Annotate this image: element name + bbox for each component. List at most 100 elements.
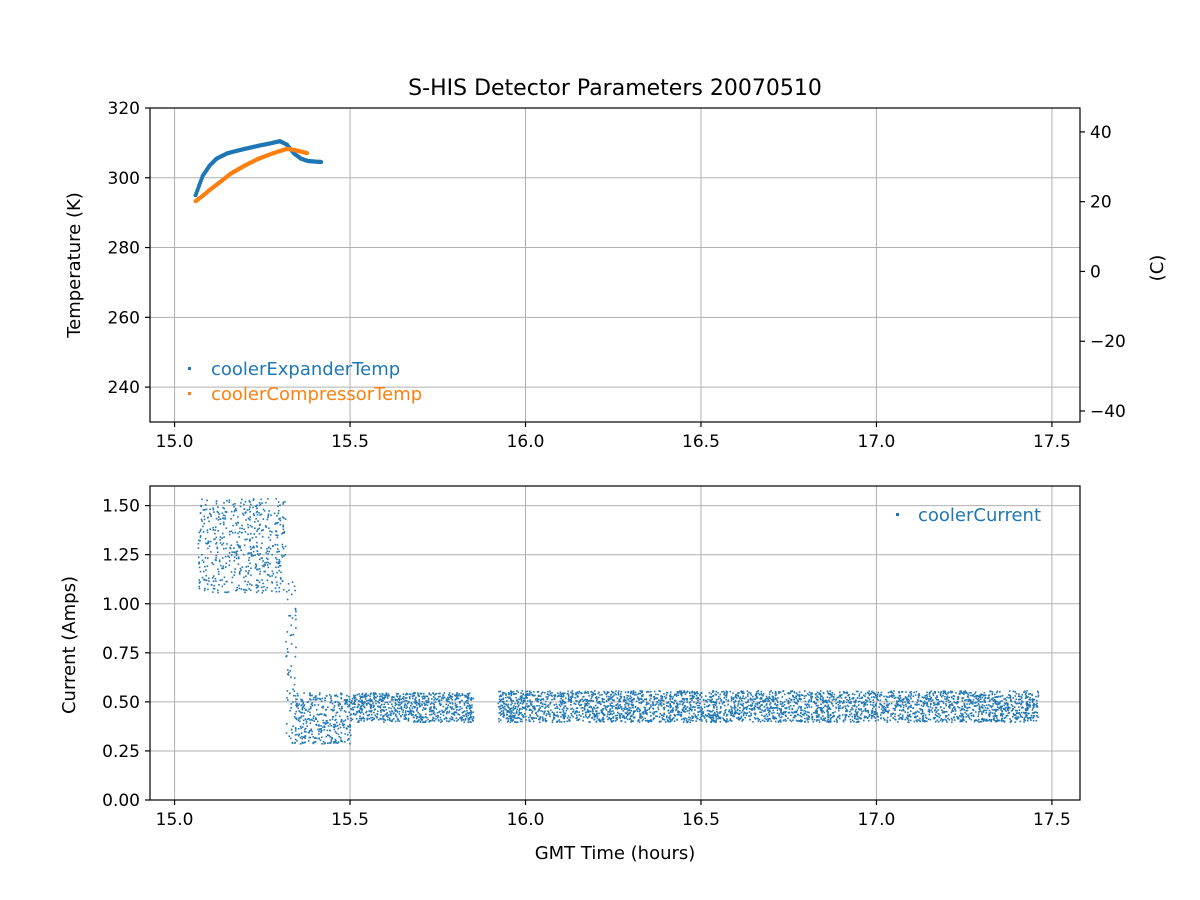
data-point	[816, 695, 818, 697]
data-point	[467, 714, 470, 717]
data-point	[771, 700, 774, 702]
data-point	[944, 695, 946, 698]
y-tick-label: 300	[108, 169, 140, 189]
data-point	[881, 706, 884, 708]
data-point	[1025, 701, 1028, 704]
data-point	[740, 690, 742, 693]
data-point	[220, 564, 222, 567]
data-point	[199, 535, 202, 537]
data-point	[676, 691, 679, 693]
data-point	[417, 692, 419, 694]
data-point	[912, 712, 914, 715]
data-point	[795, 719, 798, 722]
data-point	[695, 720, 697, 722]
x-tick-label: 15.0	[156, 432, 194, 452]
data-point	[258, 527, 260, 530]
data-point	[256, 568, 258, 571]
data-point	[309, 736, 312, 739]
data-point	[407, 701, 410, 704]
data-point	[697, 711, 700, 713]
data-point	[470, 706, 472, 709]
data-point	[418, 713, 421, 715]
data-point	[1029, 717, 1032, 720]
data-point	[715, 701, 717, 703]
data-point	[446, 717, 448, 720]
data-point	[740, 716, 743, 719]
data-point	[765, 713, 768, 716]
data-point	[454, 694, 456, 697]
data-point	[367, 702, 370, 704]
data-point	[350, 717, 352, 720]
data-point	[618, 704, 620, 707]
data-point	[229, 546, 231, 549]
data-point	[467, 719, 470, 721]
data-point	[436, 711, 439, 714]
data-point	[629, 712, 631, 714]
data-point	[705, 695, 707, 697]
data-point	[582, 696, 584, 698]
data-point	[885, 699, 888, 701]
data-point	[711, 716, 714, 719]
data-point	[945, 715, 947, 717]
data-point	[630, 696, 633, 699]
data-point	[224, 510, 227, 513]
data-point	[1012, 715, 1014, 718]
data-point	[432, 717, 435, 720]
data-point	[637, 719, 640, 721]
data-point	[346, 715, 349, 718]
data-point	[216, 547, 219, 550]
data-point	[432, 712, 435, 715]
data-point	[432, 696, 435, 698]
data-point	[288, 614, 290, 617]
data-point	[458, 709, 460, 711]
data-point	[954, 708, 957, 710]
data-point	[290, 703, 293, 705]
data-point	[437, 696, 440, 698]
data-point	[745, 708, 748, 711]
data-point	[976, 704, 978, 707]
data-point	[741, 710, 744, 712]
data-point	[384, 701, 387, 704]
data-point	[241, 498, 243, 501]
data-point	[910, 716, 912, 718]
data-point	[946, 698, 948, 701]
data-point	[645, 710, 647, 712]
data-point	[637, 697, 639, 700]
data-point	[827, 708, 830, 710]
data-point	[538, 698, 540, 701]
data-point	[691, 697, 693, 700]
data-point	[976, 694, 979, 697]
data-point	[892, 707, 895, 710]
data-point	[872, 696, 875, 698]
data-point	[326, 734, 329, 736]
data-point	[588, 703, 590, 705]
data-point	[627, 699, 629, 701]
data-point	[255, 505, 257, 507]
data-point	[898, 715, 900, 717]
data-point	[906, 699, 908, 702]
data-point	[1011, 705, 1014, 707]
data-point	[564, 702, 567, 704]
data-point	[908, 699, 910, 702]
data-point	[740, 697, 742, 700]
data-point	[418, 716, 421, 719]
data-point	[828, 716, 830, 718]
data-point	[418, 698, 421, 701]
data-point	[281, 532, 283, 535]
data-point	[353, 703, 355, 705]
data-point	[895, 706, 897, 709]
data-point	[855, 706, 858, 708]
data-point	[961, 713, 964, 715]
data-point	[244, 580, 246, 583]
data-point	[954, 702, 957, 704]
data-point	[964, 690, 967, 692]
data-point	[789, 701, 791, 704]
data-point	[800, 716, 803, 718]
data-point	[1018, 706, 1020, 708]
data-point	[561, 700, 564, 702]
data-point	[556, 705, 558, 708]
data-point	[282, 501, 285, 504]
data-point	[351, 700, 353, 702]
data-point	[528, 690, 531, 693]
data-point	[514, 714, 516, 717]
